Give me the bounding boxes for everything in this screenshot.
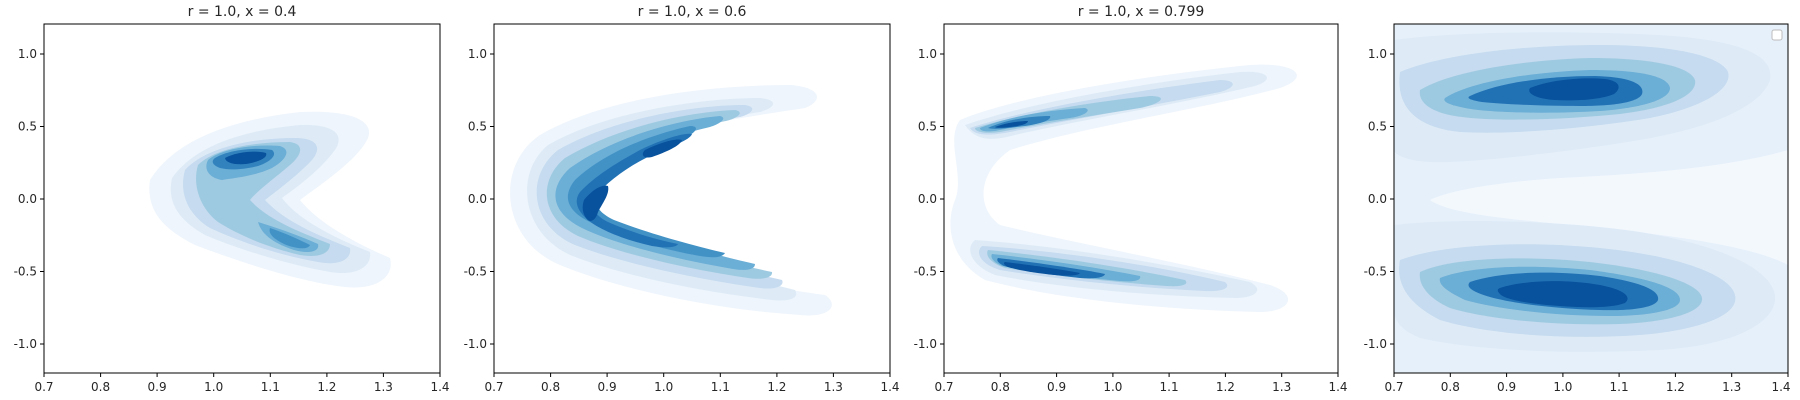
subplot-title: r = 1.0, x = 0.6 <box>638 4 747 20</box>
x-tick-label: 1.0 <box>654 380 673 394</box>
density-level-5 <box>555 116 755 270</box>
y-ticks: -1.0 -0.5 0.0 0.5 1.0 <box>1364 47 1394 351</box>
y-ticks: -1.0 -0.5 0.0 0.5 1.0 <box>464 47 494 351</box>
y-tick-label: -1.0 <box>1364 337 1387 351</box>
x-tick-label: 1.0 <box>204 380 223 394</box>
x-ticks: 0.7 0.8 0.9 1.0 1.1 1.2 1.3 1.4 <box>1384 373 1791 394</box>
x-tick-label: 1.1 <box>711 380 730 394</box>
x-tick-label: 1.2 <box>317 380 336 394</box>
y-tick-label: -1.0 <box>14 337 37 351</box>
density-level-7 <box>1529 78 1619 101</box>
y-tick-label: 0.0 <box>468 192 487 206</box>
x-ticks: 0.7 0.8 0.9 1.0 1.1 1.2 1.3 1.4 <box>934 373 1348 394</box>
subplot-4: 0.7 0.8 0.9 1.0 1.1 1.2 1.3 1.4 -1.0 -0.… <box>1364 23 1791 394</box>
y-tick-label: -1.0 <box>914 337 937 351</box>
density-contours <box>950 64 1297 312</box>
y-tick-label: 0.0 <box>18 192 37 206</box>
x-tick-label: 1.1 <box>1160 380 1179 394</box>
subplot-title: r = 1.0, x = 0.4 <box>188 4 297 20</box>
x-tick-label: 1.0 <box>1103 380 1122 394</box>
x-tick-label: 0.8 <box>91 380 110 394</box>
x-tick-label: 0.7 <box>934 380 953 394</box>
x-tick-label: 1.2 <box>1216 380 1235 394</box>
y-tick-label: 0.5 <box>1368 120 1387 134</box>
density-contours <box>149 111 391 288</box>
y-tick-label: -0.5 <box>14 265 37 279</box>
x-ticks: 0.7 0.8 0.9 1.0 1.1 1.2 1.3 1.4 <box>34 373 450 394</box>
y-tick-label: 0.5 <box>468 120 487 134</box>
density-level-6b <box>269 228 310 249</box>
x-tick-label: 0.7 <box>1384 380 1403 394</box>
x-tick-label: 1.2 <box>767 380 786 394</box>
y-ticks: -1.0 -0.5 0.0 0.5 1.0 <box>14 47 44 351</box>
x-tick-label: 1.0 <box>1553 380 1572 394</box>
x-tick-label: 0.9 <box>148 380 167 394</box>
y-tick-label: 1.0 <box>1368 47 1387 61</box>
y-tick-label: 1.0 <box>918 47 937 61</box>
y-tick-label: 0.0 <box>1368 192 1387 206</box>
legend-box <box>1771 29 1783 41</box>
density-level-7b <box>1497 281 1628 308</box>
x-tick-label: 1.1 <box>261 380 280 394</box>
y-tick-label: 1.0 <box>468 47 487 61</box>
x-tick-label: 1.3 <box>1272 380 1291 394</box>
density-contours <box>510 85 832 316</box>
y-tick-label: 0.5 <box>18 120 37 134</box>
density-contours <box>1394 24 1788 373</box>
x-tick-label: 1.3 <box>1722 380 1741 394</box>
x-tick-label: 0.8 <box>1441 380 1460 394</box>
x-tick-label: 1.4 <box>1771 380 1790 394</box>
density-level-7b <box>995 121 1028 128</box>
density-level-8 <box>582 185 609 221</box>
x-tick-label: 0.9 <box>1047 380 1066 394</box>
x-tick-label: 1.1 <box>1610 380 1629 394</box>
density-level-7 <box>225 151 267 165</box>
x-tick-label: 0.7 <box>34 380 53 394</box>
x-tick-label: 1.4 <box>430 380 449 394</box>
x-tick-label: 0.7 <box>484 380 503 394</box>
x-tick-label: 1.3 <box>824 380 843 394</box>
x-tick-label: 1.4 <box>880 380 899 394</box>
x-tick-label: 0.9 <box>598 380 617 394</box>
x-tick-label: 0.8 <box>991 380 1010 394</box>
y-tick-label: 0.0 <box>918 192 937 206</box>
x-tick-label: 1.4 <box>1328 380 1347 394</box>
x-tick-label: 0.8 <box>541 380 560 394</box>
x-tick-label: 0.9 <box>1497 380 1516 394</box>
y-tick-label: -0.5 <box>1364 265 1387 279</box>
subplot-1: 0.7 0.8 0.9 1.0 1.1 1.2 1.3 1.4 -1.0 -0.… <box>14 4 450 394</box>
subplot-2: 0.7 0.8 0.9 1.0 1.1 1.2 1.3 1.4 -1.0 -0.… <box>464 4 900 394</box>
y-tick-label: -1.0 <box>464 337 487 351</box>
y-tick-label: 0.5 <box>918 120 937 134</box>
y-tick-label: -0.5 <box>914 265 937 279</box>
y-tick-label: -0.5 <box>464 265 487 279</box>
density-level-8b <box>642 139 682 158</box>
x-tick-label: 1.3 <box>374 380 393 394</box>
subplot-3: 0.7 0.8 0.9 1.0 1.1 1.2 1.3 1.4 -1.0 -0.… <box>914 4 1348 394</box>
density-level-7 <box>1004 262 1080 276</box>
x-tick-label: 1.2 <box>1666 380 1685 394</box>
y-tick-label: 1.0 <box>18 47 37 61</box>
y-ticks: -1.0 -0.5 0.0 0.5 1.0 <box>914 47 944 351</box>
subplot-title: r = 1.0, x = 0.799 <box>1078 4 1205 20</box>
x-ticks: 0.7 0.8 0.9 1.0 1.1 1.2 1.3 1.4 <box>484 373 900 394</box>
